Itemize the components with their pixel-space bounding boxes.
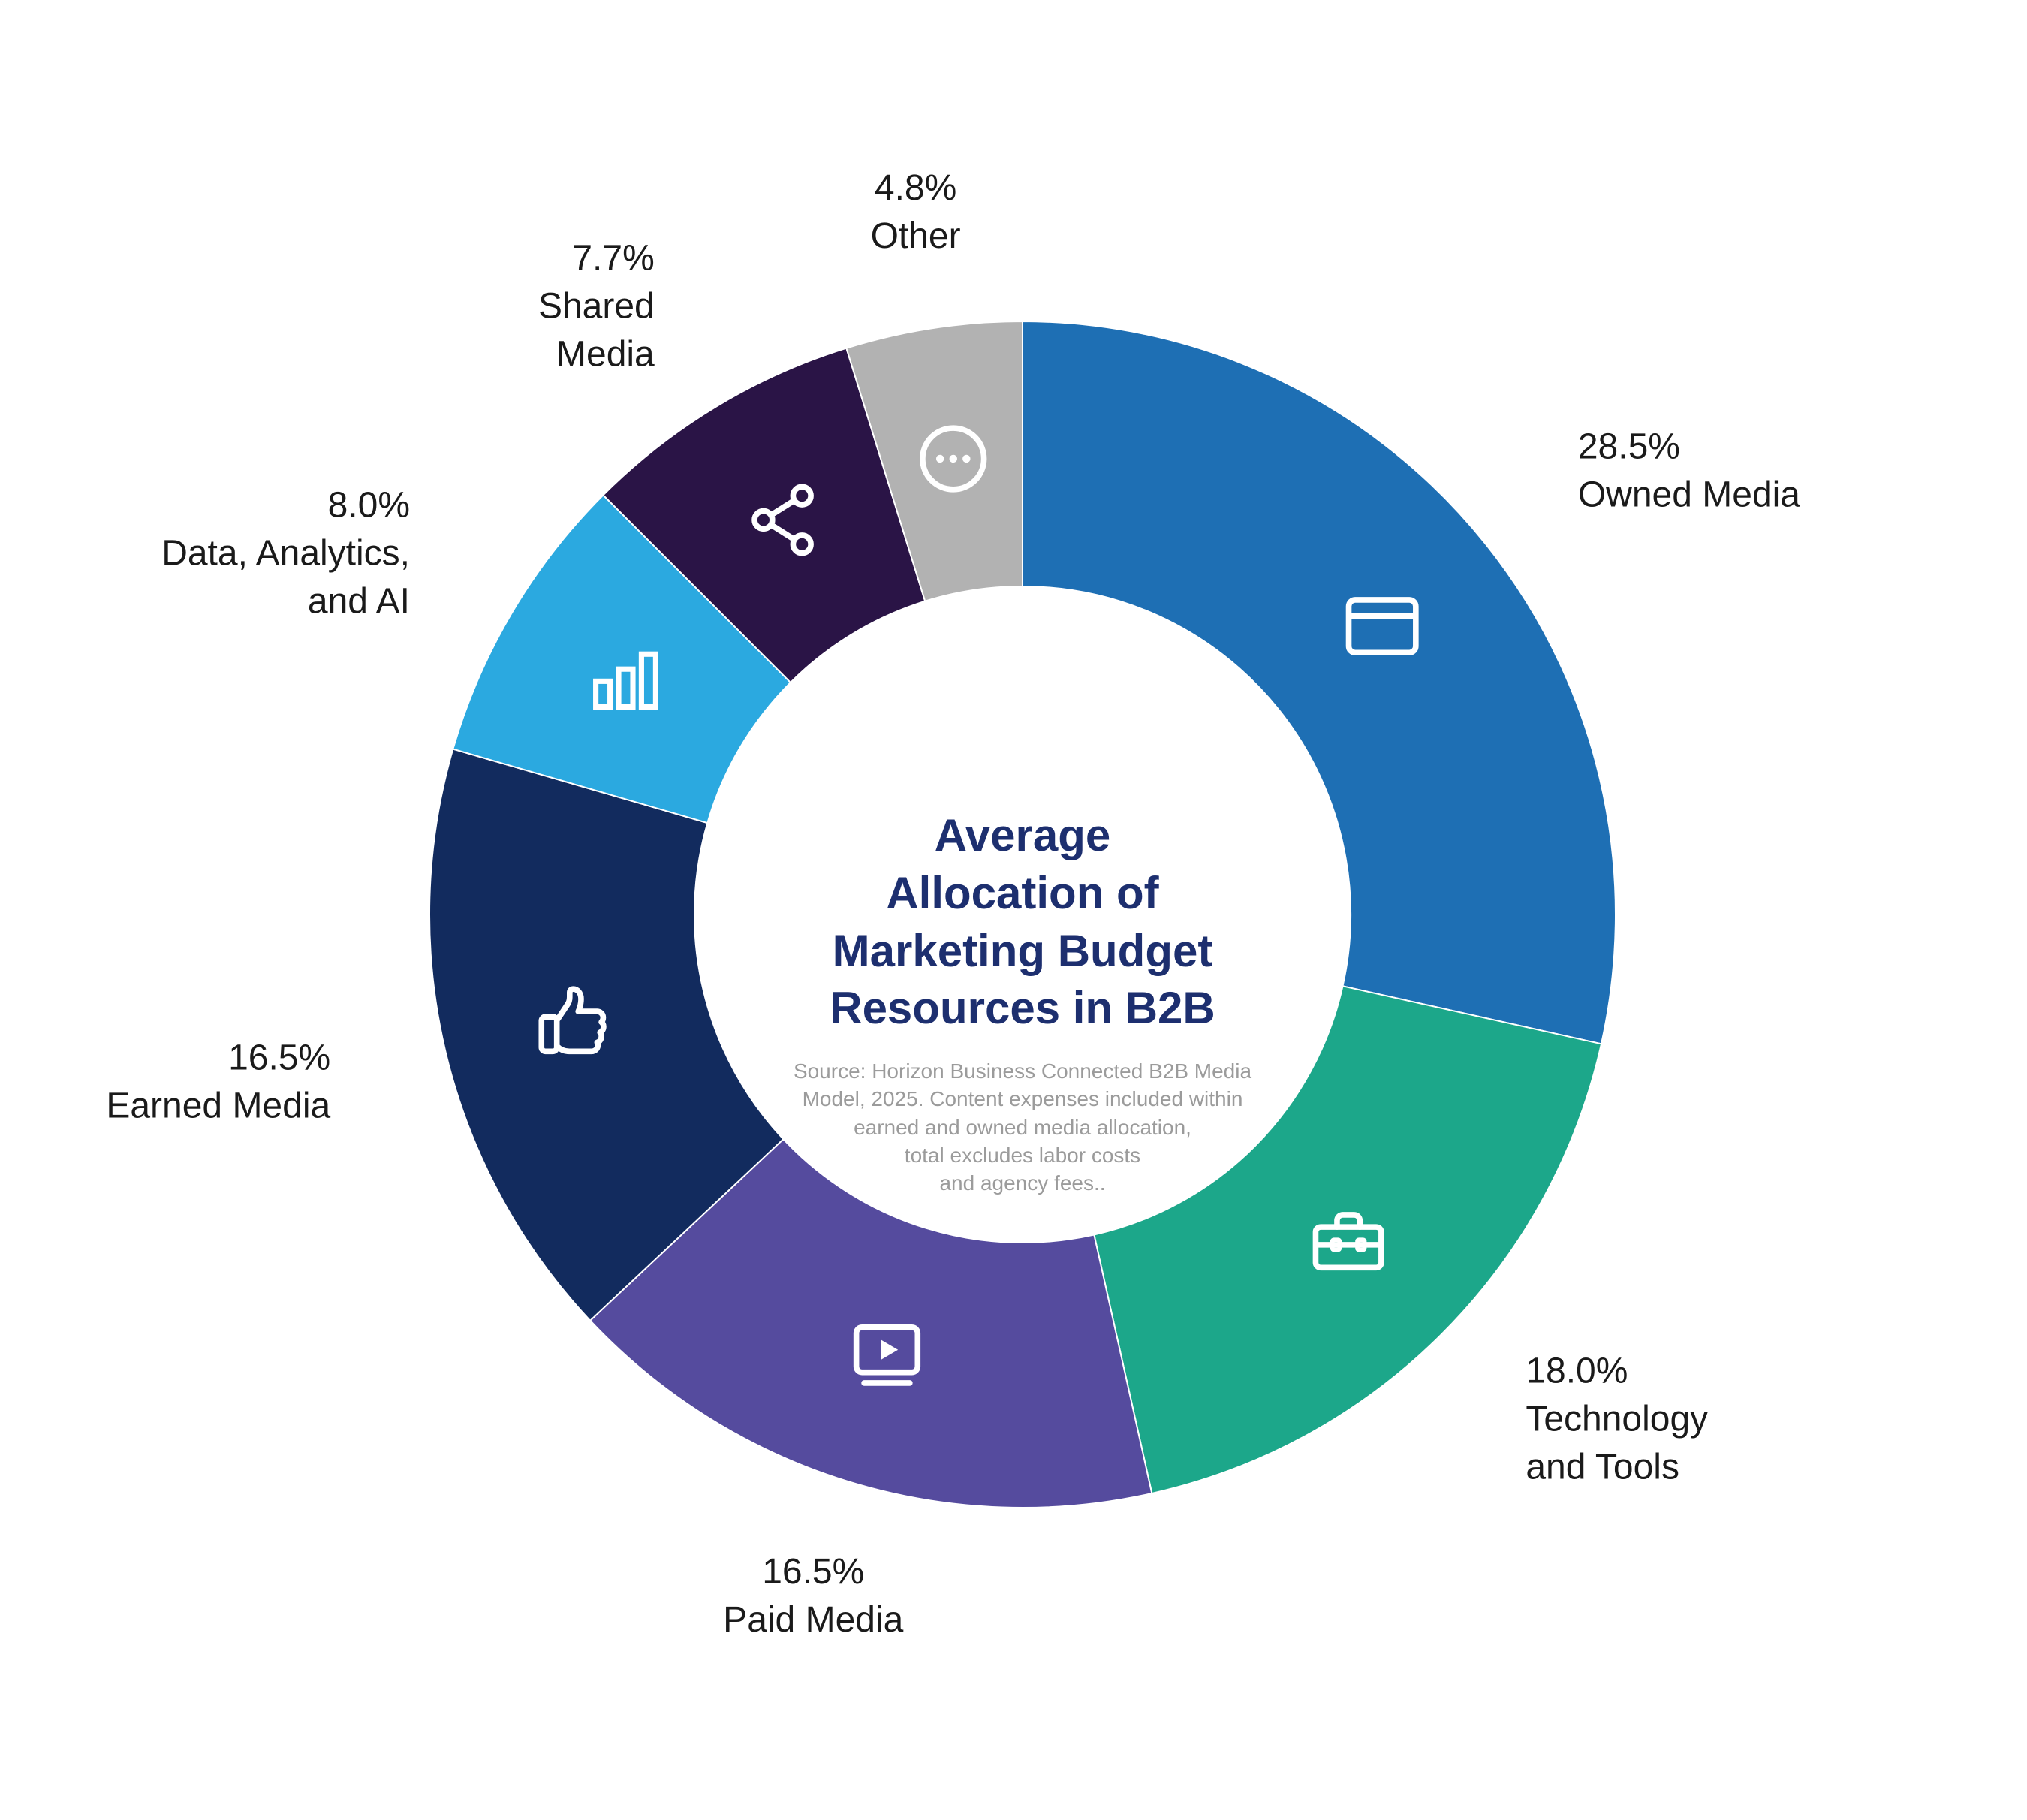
donut-slice-other	[845, 320, 1023, 602]
slice-label-technology-and-tools: 18.0% Technology and Tools	[1526, 1351, 1708, 1487]
donut-slice-earned-media	[429, 748, 785, 1322]
donut-slice-technology-and-tools	[1093, 985, 1603, 1495]
chart-center: Average Allocation of Marketing Budget R…	[673, 807, 1372, 1197]
slice-label-paid-media: 16.5% Paid Media	[723, 1552, 903, 1640]
slice-label-other: 4.8% Other	[871, 168, 961, 256]
donut-slices-group	[429, 320, 1616, 1508]
donut-slice-paid-media	[589, 1138, 1153, 1508]
chart-source-note: Source: Horizon Business Connected B2B M…	[793, 1059, 1252, 1195]
slice-label-data-analytics-ai: 8.0% Data, Analytics, and AI	[161, 485, 410, 621]
slice-label-shared-media: 7.7% Shared Media	[538, 239, 655, 375]
slice-label-earned-media: 16.5% Earned Media	[106, 1038, 330, 1125]
donut-slice-owned-media	[1022, 320, 1616, 1045]
slice-label-owned-media: 28.5% Owned Media	[1578, 426, 1800, 514]
chart-title: Average Allocation of Marketing Budget R…	[830, 810, 1215, 1034]
slice-labels-group: 28.5% Owned Media 18.0% Technology and Tools…	[106, 168, 1800, 1640]
